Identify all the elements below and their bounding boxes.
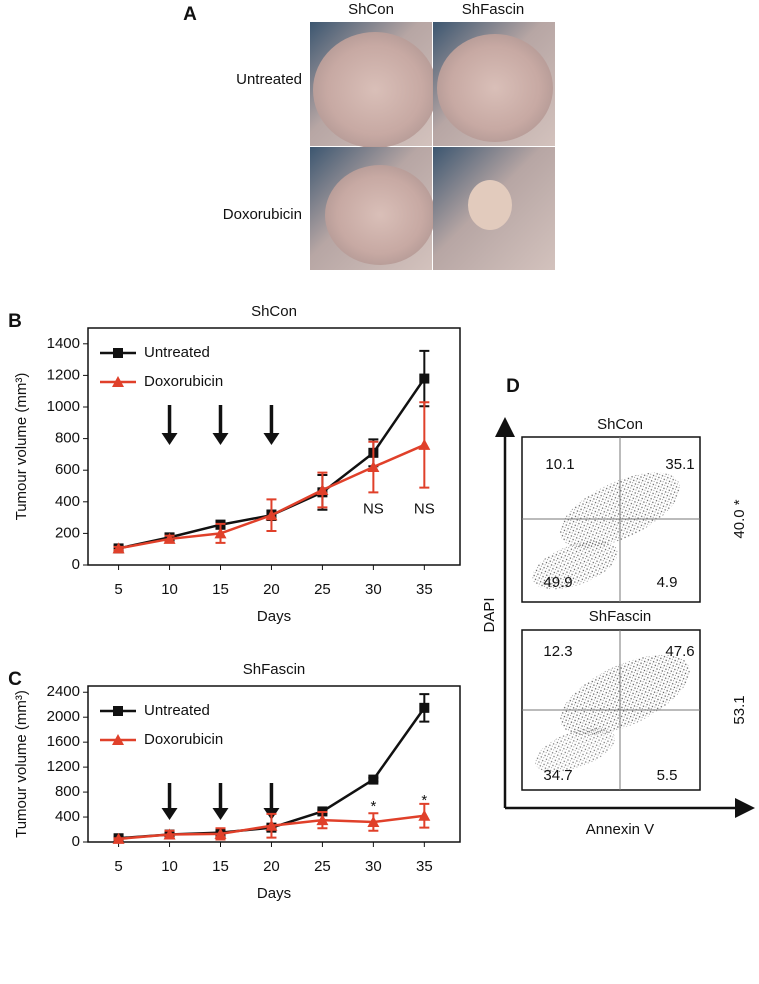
marker — [367, 461, 380, 473]
annotation: NS — [414, 501, 435, 518]
y-tick-label: 1400 — [47, 335, 80, 352]
x-tick-label: 15 — [212, 581, 229, 598]
x-tick-label: 20 — [263, 858, 280, 875]
treatment-arrowhead — [263, 433, 280, 445]
x-tick-label: 35 — [416, 858, 433, 875]
annotation: * — [370, 798, 376, 815]
annotation: * — [421, 792, 427, 809]
y-tick-label: 600 — [55, 461, 80, 478]
panel-label: B — [8, 311, 22, 332]
column-label: ShCon — [348, 1, 394, 18]
total-value: 53.1 — [731, 695, 748, 724]
quadrant-value: 4.9 — [657, 574, 678, 591]
marker — [368, 774, 379, 785]
y-tick-label: 0 — [72, 556, 80, 573]
x-tick-label: 25 — [314, 581, 331, 598]
panel-label: A — [183, 4, 197, 25]
treatment-arrowhead — [161, 808, 178, 820]
photo-grid — [310, 22, 555, 270]
plot-title: ShFascin — [589, 608, 652, 625]
plot-frame — [87, 685, 461, 843]
quadrant-value: 5.5 — [657, 767, 678, 784]
quadrant-value: 12.3 — [543, 643, 572, 660]
x-axis-label: Days — [257, 608, 291, 625]
x-axis-label: Days — [257, 885, 291, 902]
marker — [163, 532, 176, 544]
legend-label: Untreated — [144, 702, 210, 719]
quadrant-value: 49.9 — [543, 574, 572, 591]
y-tick-label: 1200 — [47, 366, 80, 383]
chart-title: ShFascin — [243, 661, 306, 678]
y-axis-label: Tumour volume (mm³) — [13, 690, 30, 838]
y-tick-label: 2400 — [47, 683, 80, 700]
y-tick-label: 200 — [55, 524, 80, 541]
x-tick-label: 5 — [114, 858, 122, 875]
column-label: ShFascin — [462, 1, 525, 18]
y-tick-label: 400 — [55, 808, 80, 825]
treatment-arrowhead — [212, 808, 229, 820]
marker — [163, 828, 176, 840]
y-tick-label: 400 — [55, 493, 80, 510]
plot-title: ShCon — [597, 416, 643, 433]
y-tick-label: 1000 — [47, 398, 80, 415]
axis-label: Annexin V — [586, 821, 654, 838]
legend-label: Doxorubicin — [144, 373, 223, 390]
chart-title: ShCon — [251, 303, 297, 320]
x-tick-label: 10 — [161, 581, 178, 598]
y-tick-label: 800 — [55, 783, 80, 800]
x-tick-label: 25 — [314, 858, 331, 875]
x-tick-label: 30 — [365, 581, 382, 598]
legend-label: Doxorubicin — [144, 731, 223, 748]
marker — [418, 809, 431, 821]
x-tick-label: 10 — [161, 858, 178, 875]
panel-label: D — [506, 376, 520, 397]
treatment-arrowhead — [161, 433, 178, 445]
axis-label: DAPI — [481, 597, 498, 632]
flow-axes — [495, 417, 755, 818]
x-tick-label: 30 — [365, 858, 382, 875]
y-axis-label: Tumour volume (mm³) — [13, 373, 30, 521]
quadrant-value: 10.1 — [545, 456, 574, 473]
marker — [419, 702, 430, 713]
marker — [265, 819, 278, 831]
legend-marker — [112, 734, 124, 745]
marker — [316, 483, 329, 495]
marker — [112, 542, 125, 554]
y-tick-label: 0 — [72, 833, 80, 850]
legend-marker — [112, 376, 124, 387]
x-tick-label: 15 — [212, 858, 229, 875]
row-label: Untreated — [236, 71, 302, 88]
x-tick-label: 35 — [416, 581, 433, 598]
plot-frame — [87, 327, 461, 566]
y-tick-label: 1200 — [47, 758, 80, 775]
marker — [367, 816, 380, 828]
annotation: NS — [363, 501, 384, 518]
marker — [265, 509, 278, 521]
y-tick-label: 800 — [55, 430, 80, 447]
quadrant-value: 35.1 — [665, 456, 694, 473]
legend-label: Untreated — [144, 344, 210, 361]
quadrant-value: 34.7 — [543, 767, 572, 784]
legend-marker — [113, 348, 123, 358]
total-value: 40.0 * — [731, 499, 748, 538]
marker — [418, 438, 431, 450]
x-tick-label: 20 — [263, 581, 280, 598]
row-label: Doxorubicin — [223, 206, 302, 223]
marker — [214, 827, 227, 839]
marker — [214, 527, 227, 539]
x-tick-label: 5 — [114, 581, 122, 598]
y-tick-label: 1600 — [47, 733, 80, 750]
flow-plot — [521, 436, 701, 791]
quadrant-value: 47.6 — [665, 643, 694, 660]
marker — [419, 373, 430, 384]
marker — [316, 814, 329, 826]
series-line — [118, 443, 425, 550]
treatment-arrowhead — [212, 433, 229, 445]
y-tick-label: 2000 — [47, 708, 80, 725]
marker — [112, 832, 125, 844]
legend-marker — [113, 706, 123, 716]
panel-label: C — [8, 669, 22, 690]
